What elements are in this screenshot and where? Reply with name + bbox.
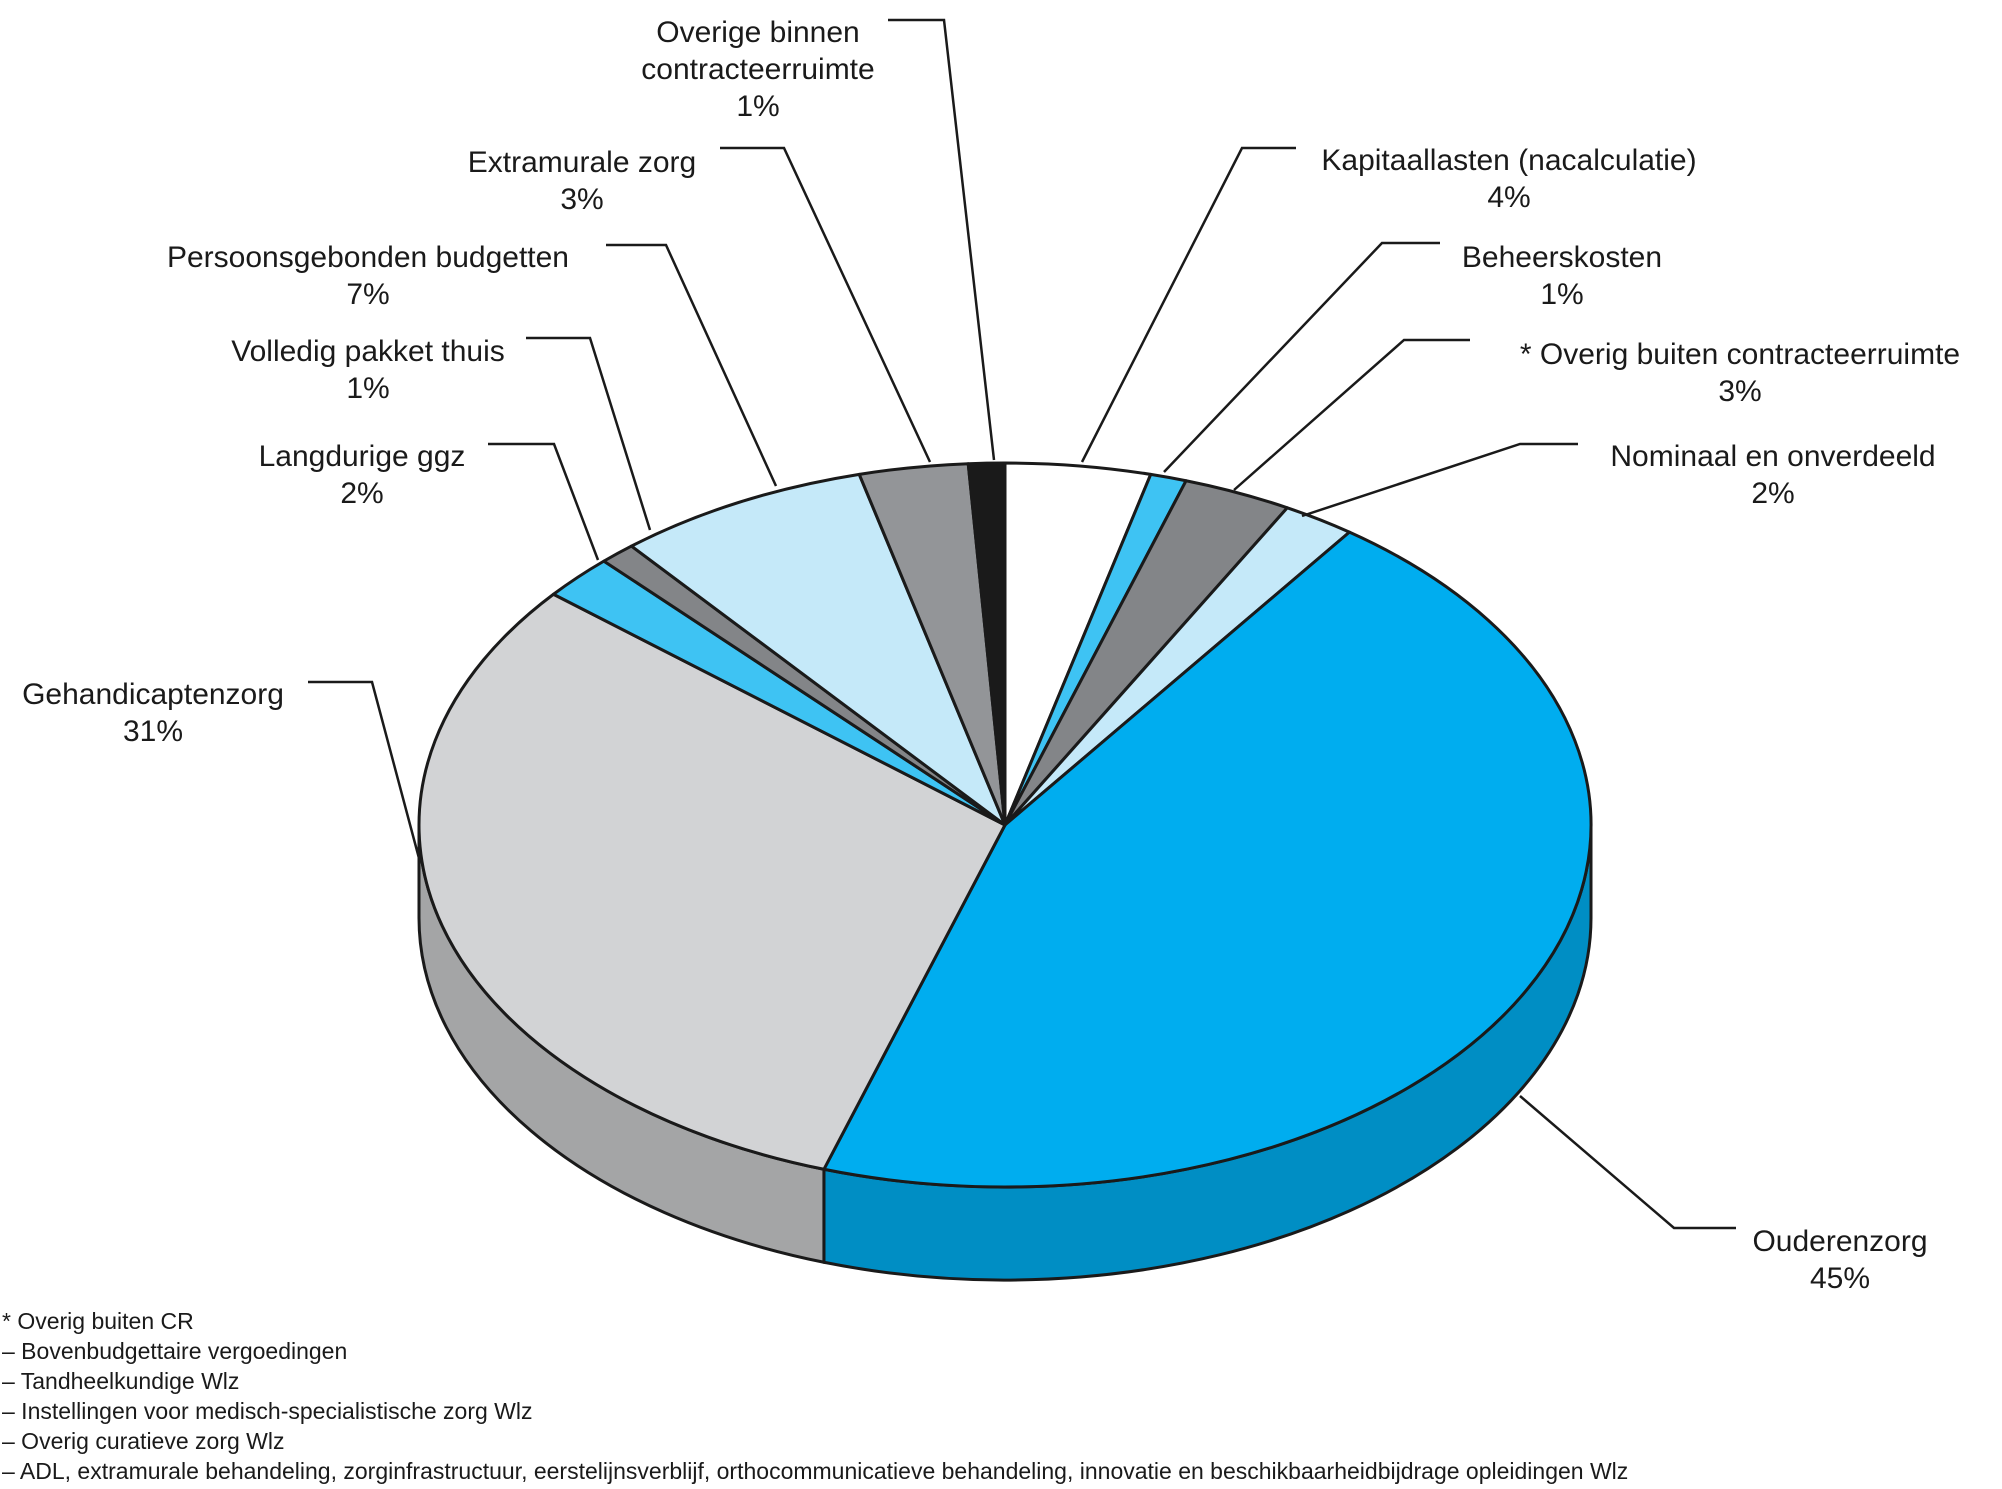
slice-labels: Kapitaallasten (nacalculatie) 4% Beheersko… <box>22 16 1960 1295</box>
leader-volledig-pakket-thuis <box>526 336 652 531</box>
footnote-line: * Overig buiten CR <box>2 1308 194 1334</box>
value-ouderenzorg: 45% <box>1810 1262 1870 1295</box>
leader-lines <box>308 18 1736 1230</box>
value-volledig-pakket-thuis: 1% <box>346 372 389 405</box>
value-beheerskosten: 1% <box>1540 278 1583 311</box>
leader-beheerskosten <box>1163 241 1440 473</box>
value-kapitaallasten-nacalculatie: 4% <box>1487 181 1530 214</box>
label-gehandicaptenzorg: Gehandicaptenzorg 31% <box>22 678 284 748</box>
leader-kapitaallasten-nacalculatie <box>1080 146 1296 463</box>
pie-top <box>417 461 1593 1189</box>
footnote-line: – Tandheelkundige Wlz <box>2 1368 240 1394</box>
slice-overige-binnen-contracteerruimte <box>966 461 1007 827</box>
footnote-line: – Instellingen voor medisch-specialistis… <box>2 1398 533 1424</box>
leader-persoonsgebonden-budgetten <box>606 243 778 487</box>
value-extramurale-zorg: 3% <box>560 183 603 216</box>
value-overig-buiten-contracteerruimte: 3% <box>1718 375 1761 408</box>
label-ouderenzorg: Ouderenzorg 45% <box>1752 1225 1927 1295</box>
footnote: * Overig buiten CR – Bovenbudgettaire ve… <box>2 1306 1628 1486</box>
leader-langdurige-ggz <box>488 442 600 561</box>
label-nominaal-en-onverdeeld: Nominaal en onverdeeld 2% <box>1610 440 1935 510</box>
label-extramurale-zorg: Extramurale zorg 3% <box>468 146 696 216</box>
label-persoonsgebonden-budgetten: Persoonsgebonden budgetten 7% <box>167 241 569 311</box>
label-overig-buiten-contracteerruimte: * Overig buiten contracteerruimte 3% <box>1520 338 1960 408</box>
value-persoonsgebonden-budgetten: 7% <box>346 278 389 311</box>
value-nominaal-en-onverdeeld: 2% <box>1751 477 1794 510</box>
slice-persoonsgebonden-budgetten <box>629 472 1007 827</box>
label-volledig-pakket-thuis: Volledig pakket thuis 1% <box>231 335 505 405</box>
leader-overig-buiten-contracteerruimte <box>1233 338 1470 491</box>
label-overige-binnen-contracteerruimte: Overige binnen contracteerruimte 1% <box>641 16 874 123</box>
leader-gehandicaptenzorg <box>308 680 422 863</box>
value-gehandicaptenzorg: 31% <box>123 715 183 748</box>
label-langdurige-ggz: Langdurige ggz 2% <box>259 440 466 510</box>
value-overige-binnen-contracteerruimte: 1% <box>736 90 779 123</box>
footnote-line: – Bovenbudgettaire vergoedingen <box>2 1338 348 1364</box>
value-langdurige-ggz: 2% <box>340 477 383 510</box>
leader-extramurale-zorg <box>720 146 932 463</box>
leader-overige-binnen-contracteerruimte <box>888 18 996 461</box>
leader-ouderenzorg <box>1519 1095 1736 1230</box>
footnote-line: – ADL, extramurale behandeling, zorginfr… <box>2 1458 1629 1484</box>
label-beheerskosten: Beheerskosten 1% <box>1462 241 1662 311</box>
slice-ouderenzorg <box>822 530 1593 1189</box>
leader-nominaal-en-onverdeeld <box>1301 442 1578 518</box>
slice-gehandicaptenzorg <box>417 592 1007 1171</box>
footnote-line: – Overig curatieve zorg Wlz <box>2 1428 285 1454</box>
label-kapitaallasten-nacalculatie: Kapitaallasten (nacalculatie) 4% <box>1321 144 1696 214</box>
